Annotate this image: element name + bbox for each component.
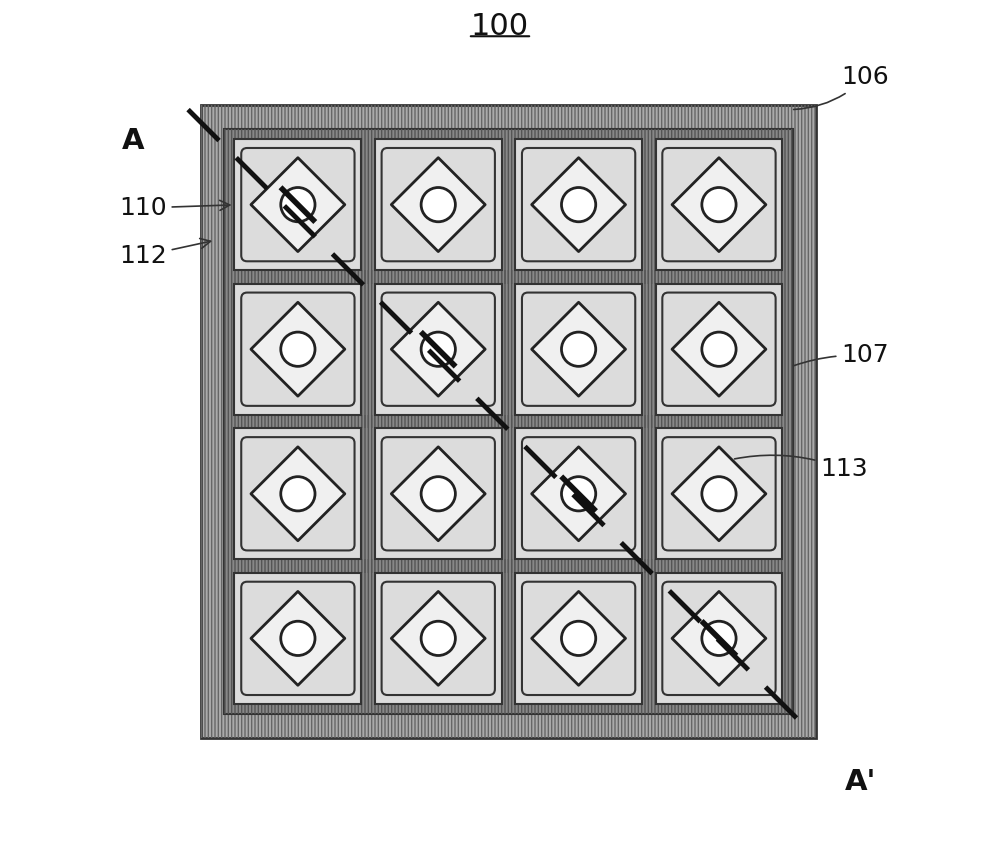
Polygon shape: [532, 158, 626, 251]
Circle shape: [421, 187, 455, 222]
Polygon shape: [391, 592, 485, 685]
Bar: [224, 129, 793, 714]
Circle shape: [281, 621, 315, 656]
Circle shape: [421, 621, 455, 656]
Circle shape: [421, 332, 455, 367]
Bar: [234, 270, 782, 283]
Bar: [234, 415, 782, 428]
Bar: [375, 283, 502, 415]
Bar: [656, 573, 782, 704]
Bar: [234, 283, 361, 415]
Circle shape: [702, 476, 736, 511]
Bar: [234, 139, 361, 270]
Polygon shape: [391, 158, 485, 251]
Text: A: A: [122, 126, 145, 155]
Circle shape: [281, 332, 315, 367]
Bar: [656, 139, 782, 270]
Text: 107: 107: [793, 343, 889, 368]
Bar: [234, 283, 361, 415]
Bar: [515, 139, 642, 270]
Bar: [502, 139, 515, 704]
Polygon shape: [672, 592, 766, 685]
Polygon shape: [532, 303, 626, 396]
Bar: [502, 139, 515, 704]
Bar: [234, 560, 782, 573]
Text: 113: 113: [735, 455, 868, 481]
Bar: [361, 139, 375, 704]
Polygon shape: [672, 158, 766, 251]
Circle shape: [281, 187, 315, 222]
Polygon shape: [391, 303, 485, 396]
Polygon shape: [251, 592, 345, 685]
Bar: [234, 560, 782, 573]
Bar: [361, 139, 375, 704]
Bar: [515, 283, 642, 415]
Bar: [656, 139, 782, 270]
Circle shape: [421, 476, 455, 511]
Polygon shape: [251, 158, 345, 251]
Bar: [234, 428, 361, 560]
Bar: [234, 139, 361, 270]
Text: 110: 110: [119, 196, 230, 220]
Bar: [656, 283, 782, 415]
Bar: [642, 139, 656, 704]
Bar: [375, 428, 502, 560]
Bar: [375, 139, 502, 270]
Bar: [234, 270, 782, 283]
Bar: [375, 573, 502, 704]
Text: 112: 112: [119, 239, 211, 268]
Bar: [234, 573, 361, 704]
Polygon shape: [391, 447, 485, 540]
Bar: [656, 573, 782, 704]
Circle shape: [281, 476, 315, 511]
Polygon shape: [672, 303, 766, 396]
Polygon shape: [532, 592, 626, 685]
Bar: [234, 415, 782, 428]
Text: 106: 106: [794, 65, 889, 110]
Bar: [375, 139, 502, 270]
Bar: [656, 428, 782, 560]
Text: A': A': [845, 768, 876, 797]
Bar: [201, 105, 816, 738]
Bar: [515, 573, 642, 704]
Bar: [515, 283, 642, 415]
Bar: [375, 283, 502, 415]
Bar: [224, 129, 793, 714]
Bar: [234, 428, 361, 560]
Polygon shape: [251, 447, 345, 540]
Bar: [375, 428, 502, 560]
Text: 100: 100: [471, 13, 529, 41]
Circle shape: [702, 187, 736, 222]
Bar: [515, 573, 642, 704]
Circle shape: [561, 476, 596, 511]
Bar: [234, 573, 361, 704]
Circle shape: [561, 332, 596, 367]
Bar: [515, 139, 642, 270]
Bar: [515, 428, 642, 560]
Circle shape: [561, 621, 596, 656]
Polygon shape: [672, 447, 766, 540]
Circle shape: [561, 187, 596, 222]
Bar: [642, 139, 656, 704]
Bar: [201, 105, 816, 738]
Polygon shape: [251, 303, 345, 396]
Bar: [656, 283, 782, 415]
Polygon shape: [532, 447, 626, 540]
Circle shape: [702, 621, 736, 656]
Bar: [656, 428, 782, 560]
Bar: [375, 573, 502, 704]
Bar: [515, 428, 642, 560]
Circle shape: [702, 332, 736, 367]
